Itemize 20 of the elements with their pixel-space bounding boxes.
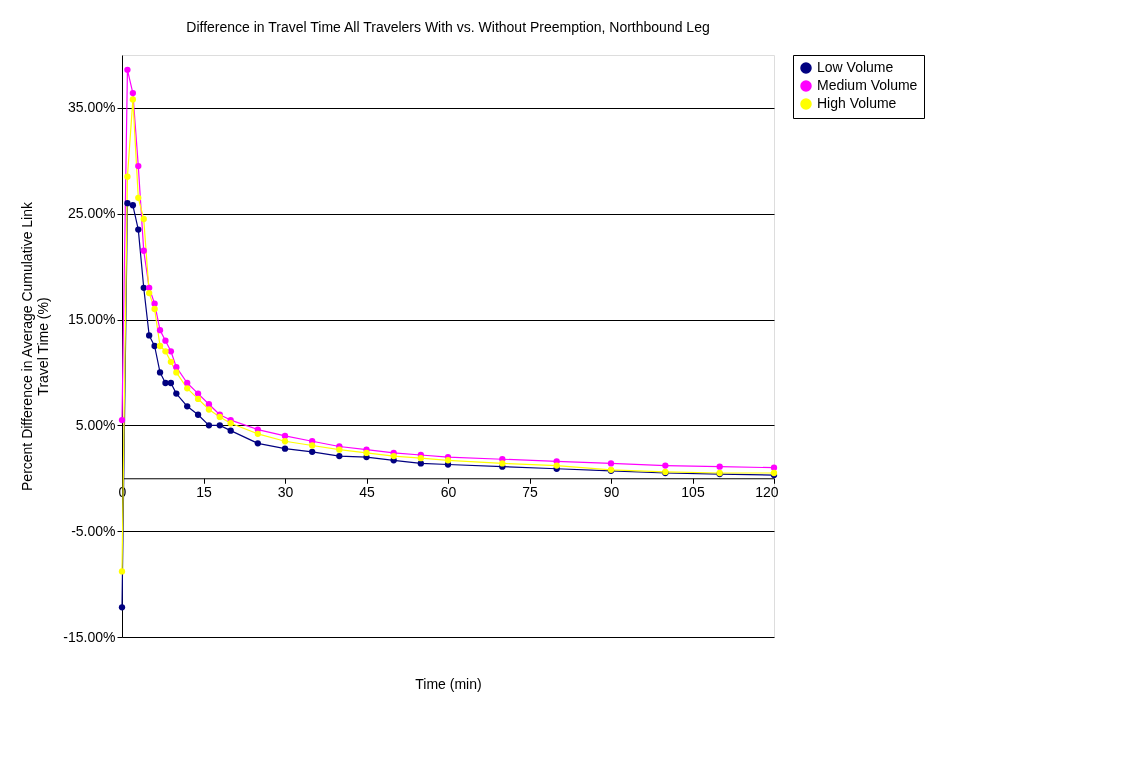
x-tick-label: 120 xyxy=(755,483,779,500)
y-tick-label: 25.00% xyxy=(68,205,116,222)
x-tick-label: 60 xyxy=(440,483,457,500)
y-tick-label: 15.00% xyxy=(68,311,116,328)
x-tick-label: 15 xyxy=(196,483,212,500)
x-axis-title: Time (min) xyxy=(415,675,482,692)
y-tick-label: 5.00% xyxy=(75,416,116,433)
y-tick-label: -5.00% xyxy=(71,522,116,539)
y-tick-label: -15.00% xyxy=(63,628,116,645)
y-axis-title: Percent Difference in Average Cumulative Link Travel Time (%) xyxy=(19,201,52,491)
x-tick-label: 90 xyxy=(603,483,620,500)
x-tick-label: 105 xyxy=(681,483,705,500)
legend-label: High Volume xyxy=(817,95,897,111)
y-tick-label: 35.00% xyxy=(68,99,116,116)
chart-title: Difference in Travel Time All Travelers With vs. Without Preemption, Northbound Leg xyxy=(186,18,710,35)
legend-label: Low Volume xyxy=(817,59,894,75)
x-tick-label: 30 xyxy=(277,483,294,500)
x-tick-label: 45 xyxy=(359,483,375,500)
legend-label: Medium Volume xyxy=(817,77,918,93)
x-tick-label: 75 xyxy=(522,483,538,500)
